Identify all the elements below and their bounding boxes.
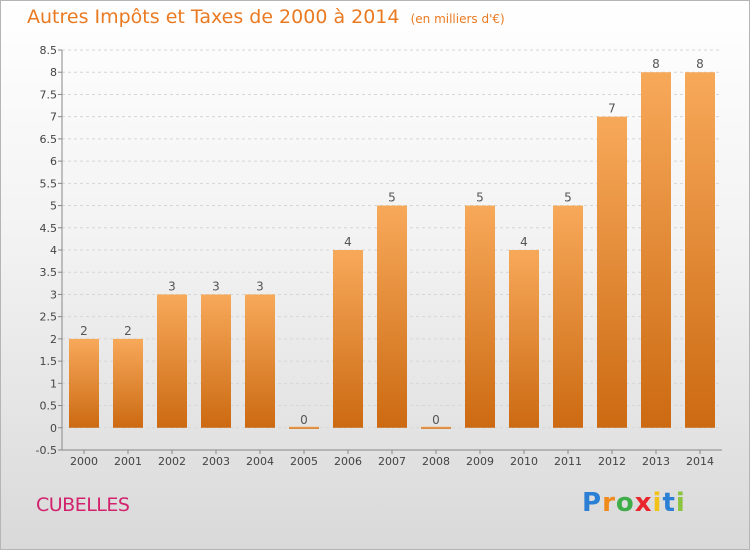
y-tick-label: 0.5 [40, 400, 58, 413]
bar [289, 426, 319, 429]
bar [377, 205, 407, 428]
data-label: 3 [256, 279, 264, 293]
y-tick-label: 1 [50, 377, 57, 390]
x-tick-label: 2010 [510, 455, 538, 468]
axes: -0.5 0 0.5 1 1.5 2 2.5 3 3.5 4 4.5 5 5.5 6 6.5 7 7.5 8 8.5… [36, 44, 722, 468]
x-tick-label: 2014 [686, 455, 714, 468]
data-label: 4 [344, 235, 352, 249]
y-tick-label: 6.5 [40, 133, 58, 146]
bar [69, 338, 99, 428]
y-tick-label: 7.5 [40, 88, 58, 101]
x-tick-label: 2001 [114, 455, 142, 468]
data-label: 5 [388, 191, 396, 205]
x-tick-label: 2004 [246, 455, 274, 468]
y-tick-label: 3 [50, 288, 57, 301]
y-tick-label: 4 [50, 244, 57, 257]
bar [465, 205, 495, 428]
y-tick-label: 2.5 [40, 311, 58, 324]
data-label: 7 [608, 102, 616, 116]
bar [685, 72, 715, 428]
data-label: 3 [168, 279, 176, 293]
x-tick-label: 2007 [378, 455, 406, 468]
y-tick-label: 4.5 [40, 222, 58, 235]
chart-title: Autres Impôts et Taxes de 2000 à 2014 [27, 6, 400, 28]
y-tick-label: 6 [50, 155, 57, 168]
y-tick-label: 0 [50, 422, 57, 435]
bar [597, 116, 627, 428]
data-label: 2 [124, 324, 132, 338]
bar [333, 250, 363, 428]
bar [641, 72, 671, 428]
bar [553, 205, 583, 428]
bar [421, 426, 451, 429]
data-labels: 2 2 3 3 3 0 4 5 0 5 4 5 7 8 8 [80, 57, 704, 427]
data-label: 0 [300, 413, 308, 427]
x-tick-label: 2005 [290, 455, 318, 468]
y-tick-label: 2 [50, 333, 57, 346]
bar [245, 294, 275, 428]
commune-name: CUBELLES [36, 494, 130, 516]
bar [157, 294, 187, 428]
data-label: 5 [564, 191, 572, 205]
data-label: 0 [432, 413, 440, 427]
x-tick-label: 2003 [202, 455, 230, 468]
data-label: 2 [80, 324, 88, 338]
proxiti-logo: Proxiti [582, 488, 686, 518]
bars [69, 72, 715, 429]
y-tick-label: 5.5 [40, 177, 58, 190]
chart-title-block: Autres Impôts et Taxes de 2000 à 2014 (e… [27, 6, 505, 28]
data-label: 5 [476, 191, 484, 205]
x-tick-label: 2011 [554, 455, 582, 468]
y-tick-label: 8 [50, 66, 57, 79]
bar [201, 294, 231, 428]
x-tick-label: 2013 [642, 455, 670, 468]
bar [509, 250, 539, 428]
y-tick-label: 3.5 [40, 266, 58, 279]
y-tick-label: -0.5 [36, 444, 57, 457]
x-tick-label: 2008 [422, 455, 450, 468]
x-tick-label: 2006 [334, 455, 362, 468]
data-label: 8 [652, 57, 660, 71]
y-tick-label: 7 [50, 111, 57, 124]
x-tick-label: 2012 [598, 455, 626, 468]
x-tick-label: 2009 [466, 455, 494, 468]
y-tick-label: 1.5 [40, 355, 58, 368]
data-label: 8 [696, 57, 704, 71]
x-tick-label: 2000 [70, 455, 98, 468]
x-tick-label: 2002 [158, 455, 186, 468]
data-label: 3 [212, 279, 220, 293]
data-label: 4 [520, 235, 528, 249]
bar [113, 338, 143, 428]
y-tick-label: 5 [50, 200, 57, 213]
y-tick-label: 8.5 [40, 44, 58, 57]
chart-subtitle: (en milliers d'€) [410, 12, 505, 26]
